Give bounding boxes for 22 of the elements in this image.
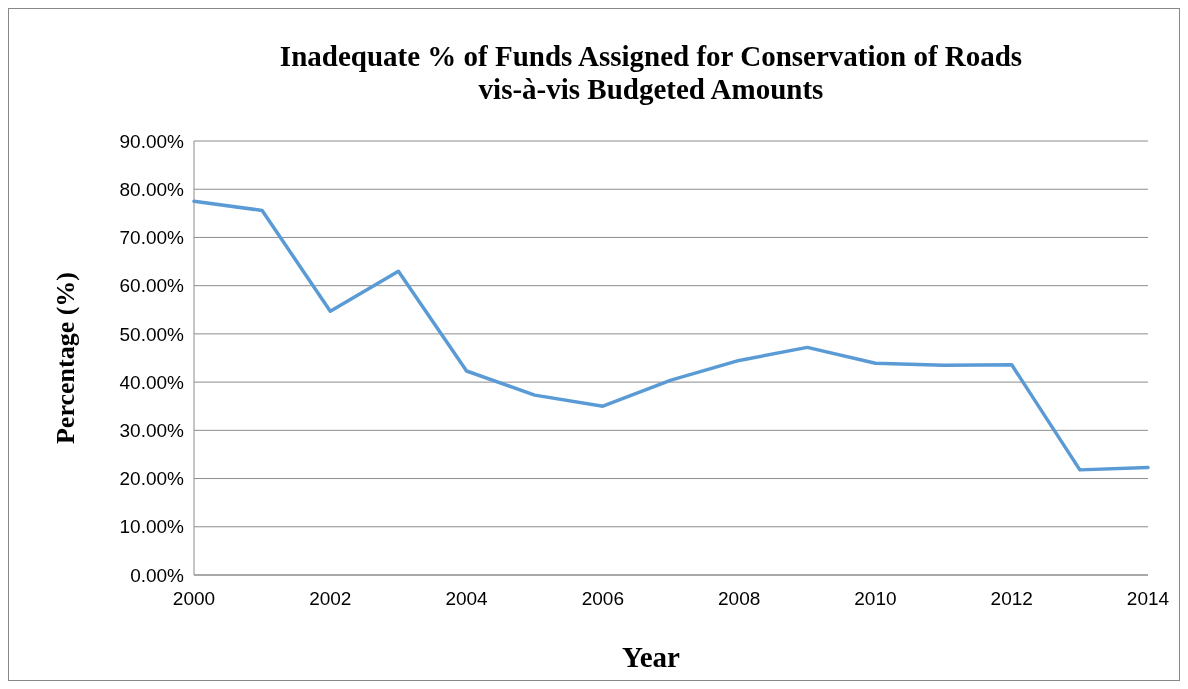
x-tick-label: 2010	[854, 588, 897, 609]
x-tick-label: 2014	[1126, 588, 1170, 609]
y-tick-label: 20.00%	[119, 468, 185, 490]
y-tick-label: 40.00%	[119, 371, 185, 393]
chart-title: Inadequate % of Funds Assigned for Conservation of Roads vis-à-vis Budgeted Amounts	[279, 40, 1023, 105]
y-tick-label: 0.00%	[130, 564, 185, 586]
x-tick-label: 2008	[718, 588, 761, 609]
y-tick-label: 90.00%	[119, 130, 185, 152]
y-tick-label: 50.00%	[119, 323, 185, 345]
x-tick-label: 2004	[445, 588, 489, 609]
y-tick-label: 30.00%	[119, 419, 185, 441]
y-tick-label: 60.00%	[119, 275, 185, 297]
y-axis-title: Percentage (%)	[51, 271, 80, 445]
y-tick-label: 80.00%	[119, 178, 185, 200]
x-tick-label: 2000	[172, 588, 216, 609]
x-axis-title: Year	[622, 641, 681, 673]
y-tick-label: 10.00%	[119, 516, 185, 538]
x-tick-label: 2002	[309, 588, 352, 609]
y-tick-label: 70.00%	[119, 227, 185, 249]
x-tick-label: 2012	[990, 588, 1033, 609]
x-tick-label: 2006	[581, 588, 624, 609]
line-series	[192, 199, 1150, 472]
